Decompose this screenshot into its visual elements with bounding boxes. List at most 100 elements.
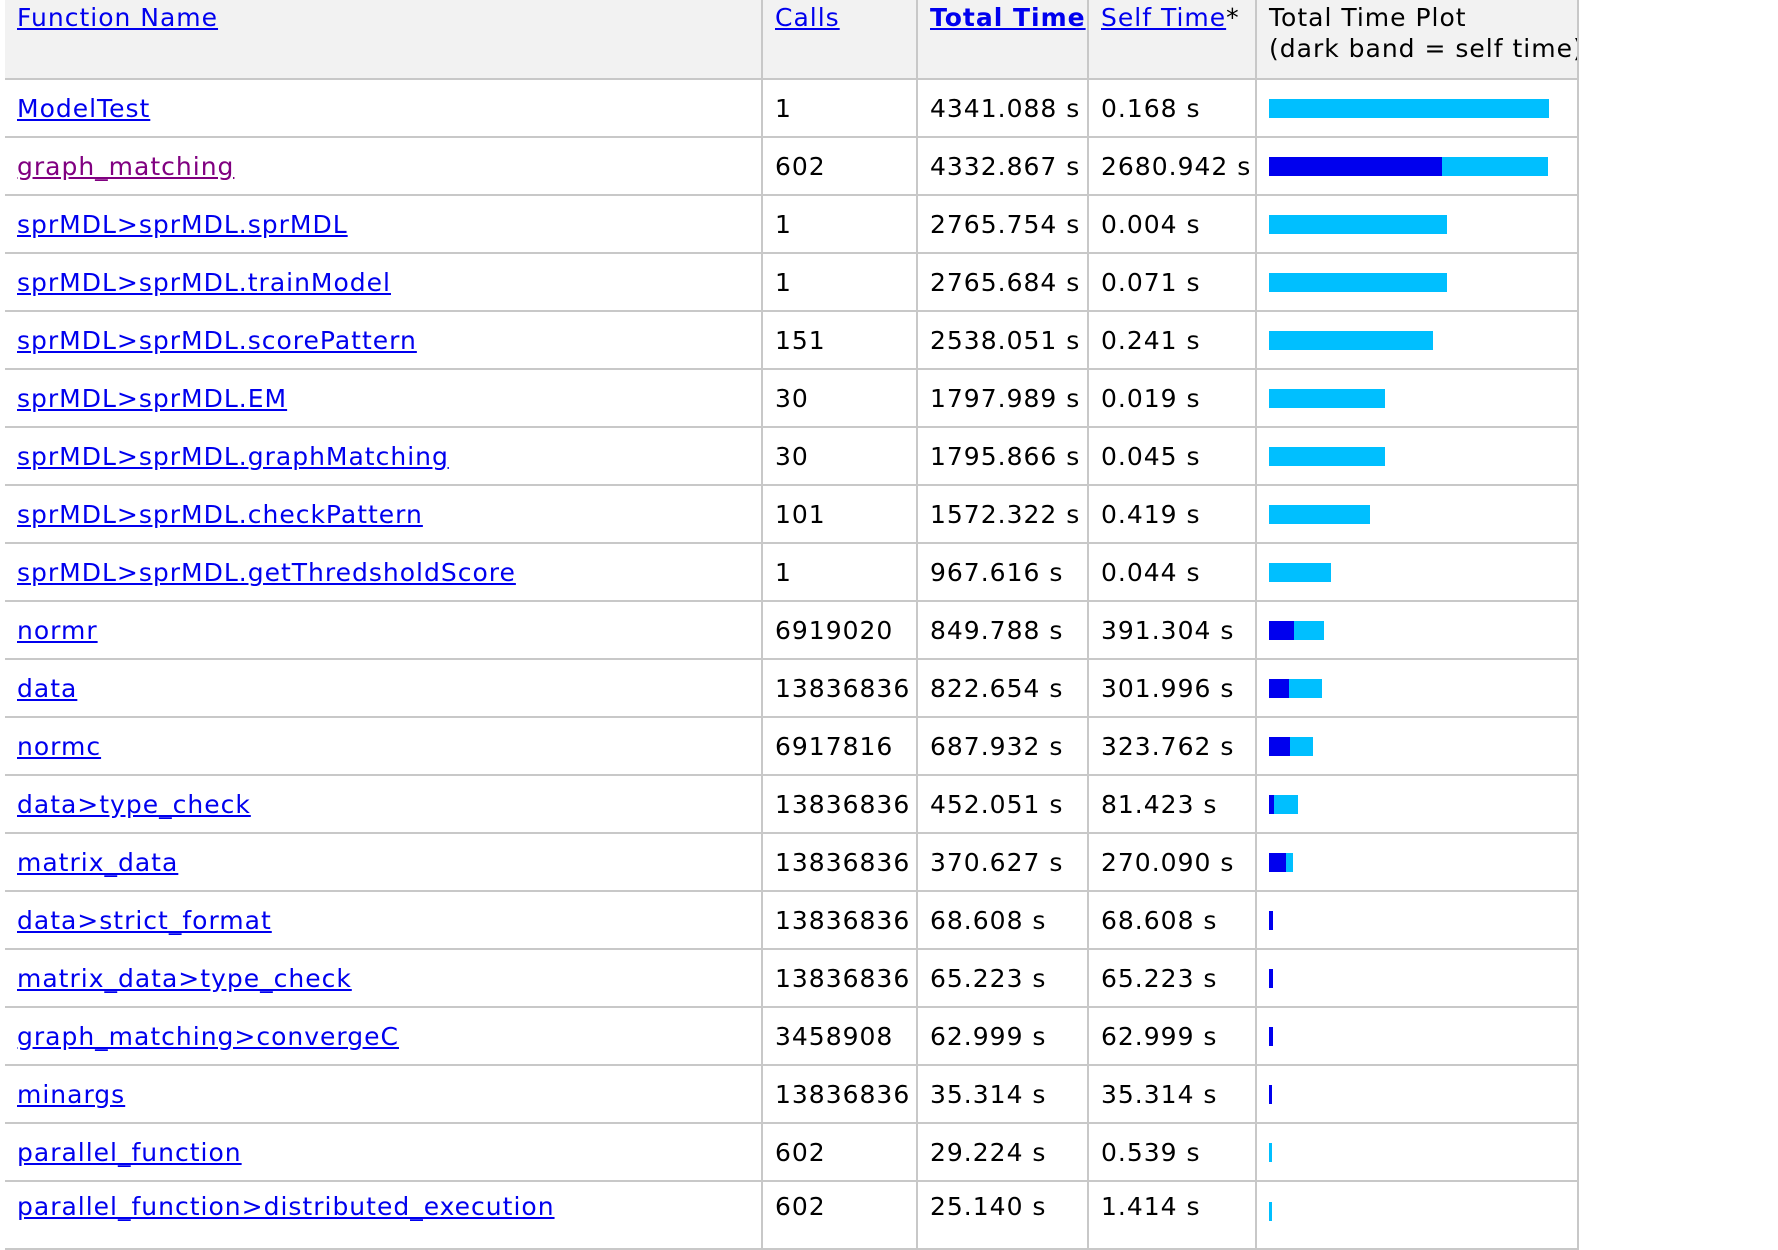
function-name-cell: graph_matching (5, 136, 763, 196)
table-row: ModelTest 1 4341.088 s 0.168 s (5, 78, 1579, 138)
function-name-cell: minargs (5, 1064, 763, 1124)
function-link[interactable]: sprMDL>sprMDL.graphMatching (17, 441, 449, 471)
function-link[interactable]: minargs (17, 1079, 126, 1109)
time-plot-cell (1255, 252, 1579, 312)
table-row: sprMDL>sprMDL.EM 30 1797.989 s 0.019 s (5, 368, 1579, 428)
function-link[interactable]: sprMDL>sprMDL.getThredsholdScore (17, 557, 516, 587)
function-link[interactable]: ModelTest (17, 93, 151, 123)
self-time-bar (1269, 795, 1274, 814)
sort-by-function-name-link[interactable]: Function Name (17, 3, 219, 32)
self-time-cell: 323.762 s (1087, 716, 1257, 776)
time-plot-cell (1255, 1064, 1579, 1124)
sort-by-total-time-link[interactable]: Total Time (930, 3, 1086, 32)
self-time-cell: 0.539 s (1087, 1122, 1257, 1182)
function-link[interactable]: graph_matching (17, 151, 235, 181)
function-name-cell: normr (5, 600, 763, 660)
self-time-cell: 65.223 s (1087, 948, 1257, 1008)
function-name-cell: graph_matching>convergeC (5, 1006, 763, 1066)
function-name-cell: data>type_check (5, 774, 763, 834)
function-name-cell: sprMDL>sprMDL.trainModel (5, 252, 763, 312)
table-row: matrix_data>type_check 13836836 65.223 s 65… (5, 948, 1579, 1008)
function-link[interactable]: parallel_function (17, 1137, 242, 1167)
calls-cell: 30 (761, 426, 918, 486)
table-row: normc 6917816 687.932 s 323.762 s (5, 716, 1579, 776)
time-plot-cell (1255, 658, 1579, 718)
function-name-cell: sprMDL>sprMDL.sprMDL (5, 194, 763, 254)
time-plot (1269, 313, 1565, 367)
function-link[interactable]: normr (17, 615, 98, 645)
time-plot-cell (1255, 948, 1579, 1008)
time-plot-cell (1255, 426, 1579, 486)
self-time-bar (1269, 969, 1273, 988)
table-row: normr 6919020 849.788 s 391.304 s (5, 600, 1579, 660)
sort-by-self-time-link[interactable]: Self Time (1101, 3, 1227, 32)
function-link[interactable]: normc (17, 731, 102, 761)
self-time-cell: 2680.942 s (1087, 136, 1257, 196)
function-name-cell: sprMDL>sprMDL.scorePattern (5, 310, 763, 370)
time-plot-cell (1255, 774, 1579, 834)
self-time-cell: 0.241 s (1087, 310, 1257, 370)
self-time-cell: 0.004 s (1087, 194, 1257, 254)
self-time-cell: 62.999 s (1087, 1006, 1257, 1066)
function-link[interactable]: sprMDL>sprMDL.sprMDL (17, 209, 348, 239)
total-time-cell: 2765.684 s (916, 252, 1089, 312)
time-plot (1269, 1192, 1565, 1247)
self-time-bar (1269, 621, 1294, 640)
self-time-bar (1269, 1027, 1273, 1046)
self-time-cell: 301.996 s (1087, 658, 1257, 718)
table-row: matrix_data 13836836 370.627 s 270.090 s (5, 832, 1579, 892)
plot-header-title: Total Time Plot (1269, 3, 1467, 32)
function-link[interactable]: parallel_function>distributed_execution (17, 1192, 555, 1221)
self-time-cell: 0.168 s (1087, 78, 1257, 138)
calls-cell: 602 (761, 136, 918, 196)
total-time-bar (1269, 563, 1331, 582)
total-time-cell: 1795.866 s (916, 426, 1089, 486)
function-link[interactable]: data (17, 673, 78, 703)
function-link[interactable]: sprMDL>sprMDL.trainModel (17, 267, 391, 297)
total-time-cell: 822.654 s (916, 658, 1089, 718)
function-link[interactable]: sprMDL>sprMDL.checkPattern (17, 499, 423, 529)
total-time-cell: 1797.989 s (916, 368, 1089, 428)
function-link[interactable]: graph_matching>convergeC (17, 1021, 399, 1051)
total-time-bar (1269, 331, 1433, 350)
function-link[interactable]: data>type_check (17, 789, 251, 819)
function-name-cell: parallel_function (5, 1122, 763, 1182)
self-time-cell: 1.414 s (1087, 1180, 1257, 1250)
function-name-cell: parallel_function>distributed_execution (5, 1180, 763, 1250)
total-time-cell: 967.616 s (916, 542, 1089, 602)
function-link[interactable]: matrix_data>type_check (17, 963, 352, 993)
time-plot-cell (1255, 78, 1579, 138)
total-time-cell: 29.224 s (916, 1122, 1089, 1182)
calls-cell: 13836836 (761, 948, 918, 1008)
table-row: minargs 13836836 35.314 s 35.314 s (5, 1064, 1579, 1124)
total-time-bar (1269, 389, 1385, 408)
function-link[interactable]: data>strict_format (17, 905, 272, 935)
column-header-total-time-plot: Total Time Plot (dark band = self time) (1255, 0, 1579, 80)
table-row: parallel_function 602 29.224 s 0.539 s (5, 1122, 1579, 1182)
sort-by-calls-link[interactable]: Calls (775, 3, 840, 32)
function-link[interactable]: sprMDL>sprMDL.scorePattern (17, 325, 417, 355)
self-time-cell: 0.019 s (1087, 368, 1257, 428)
self-time-cell: 270.090 s (1087, 832, 1257, 892)
time-plot (1269, 1125, 1565, 1179)
calls-cell: 13836836 (761, 1064, 918, 1124)
column-header-self-time: Self Time* (1087, 0, 1257, 80)
total-time-bar (1269, 99, 1549, 118)
total-time-cell: 68.608 s (916, 890, 1089, 950)
time-plot-cell (1255, 1180, 1579, 1250)
time-plot (1269, 1067, 1565, 1121)
time-plot-cell (1255, 1006, 1579, 1066)
time-plot (1269, 719, 1565, 773)
calls-cell: 1 (761, 194, 918, 254)
self-time-cell: 81.423 s (1087, 774, 1257, 834)
function-link[interactable]: matrix_data (17, 847, 179, 877)
function-link[interactable]: sprMDL>sprMDL.EM (17, 383, 288, 413)
self-time-cell: 0.419 s (1087, 484, 1257, 544)
function-name-cell: sprMDL>sprMDL.getThredsholdScore (5, 542, 763, 602)
total-time-cell: 2538.051 s (916, 310, 1089, 370)
total-time-cell: 65.223 s (916, 948, 1089, 1008)
total-time-cell: 452.051 s (916, 774, 1089, 834)
table-row: graph_matching 602 4332.867 s 2680.942 s (5, 136, 1579, 196)
calls-cell: 151 (761, 310, 918, 370)
